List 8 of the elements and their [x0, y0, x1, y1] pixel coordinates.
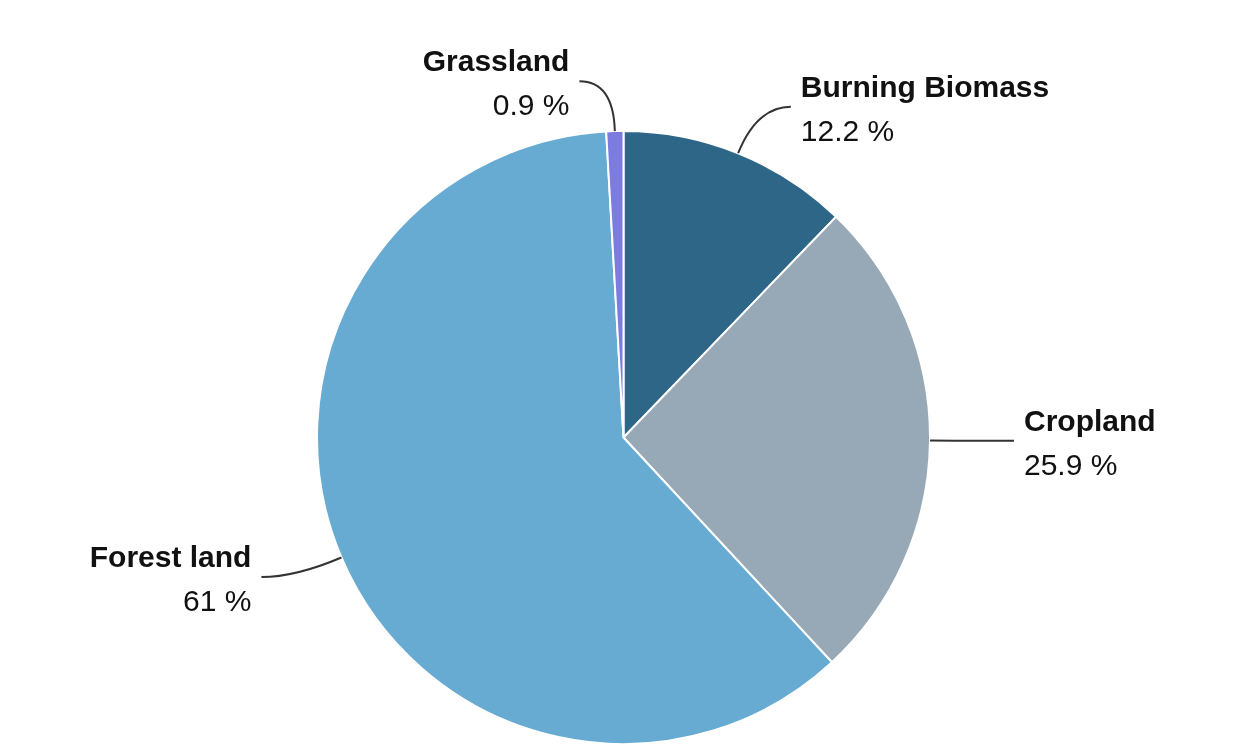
slice-label: Forest land [89, 540, 252, 574]
data-label: 25.9 % [1023, 448, 1118, 482]
slice-label: Burning Biomass [800, 70, 1050, 104]
data-label: 0.9 % [492, 88, 570, 122]
data-label: 61 % [183, 584, 252, 618]
data-label: 12.2 % [800, 114, 895, 148]
slice-label: Grassland [422, 44, 570, 78]
slice-label: Cropland [1023, 404, 1156, 438]
